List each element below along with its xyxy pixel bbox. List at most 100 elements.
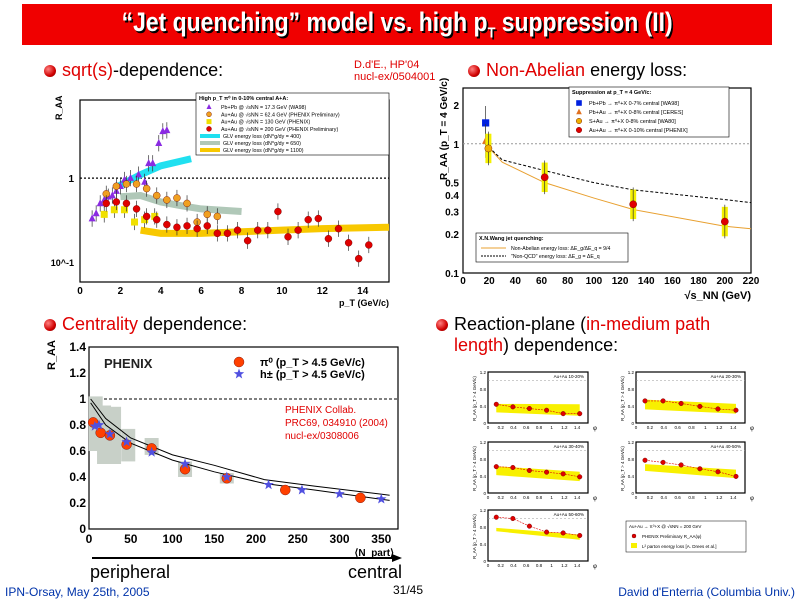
- y-tick-label: 0: [631, 491, 634, 496]
- data-point: [132, 205, 141, 213]
- y-tick-label: 1: [68, 174, 74, 185]
- legend-label: GLV energy loss (dN^g/dy = 650): [223, 141, 301, 147]
- bullet-centrality: Centrality dependence:: [44, 314, 247, 335]
- data-point: [577, 474, 583, 480]
- data-point: [263, 479, 274, 490]
- legend-label: h± (p_T > 4.5 GeV/c): [260, 369, 365, 381]
- data-point: [629, 200, 637, 209]
- data-point: [183, 222, 191, 230]
- y-tick-label: 0: [483, 421, 486, 426]
- y-tick-label: 0.8: [480, 457, 487, 462]
- theory-band: [120, 192, 242, 216]
- y-tick-label: 0.3: [445, 207, 459, 218]
- data-point: [193, 224, 201, 233]
- slide-title: “Jet quenching” model vs. high pT suppre…: [121, 7, 673, 42]
- x-tick-label: 0: [487, 563, 490, 568]
- x-tick-label: 1: [550, 563, 553, 568]
- y-axis-label: R_AA (p_T > 4 GeV/c): [472, 446, 477, 491]
- x-tick-label: 2: [118, 286, 124, 297]
- theory-band: [496, 527, 580, 540]
- data-point: [715, 469, 721, 475]
- x-tick-label: 6: [198, 286, 204, 297]
- data-point: [355, 492, 366, 503]
- legend-title: X.N.Wang jet quenching:: [479, 236, 544, 242]
- theory-band: [645, 464, 736, 479]
- data-point: [213, 229, 222, 238]
- data-point: [526, 467, 532, 473]
- data-point: [243, 236, 252, 245]
- legend-box: [195, 92, 390, 156]
- data-point: [254, 226, 262, 234]
- y-axis-label: R_AA (p_T > 4 GeV/c): [620, 376, 625, 421]
- data-point: [560, 471, 566, 477]
- legend-label: Au+Au @ √sNN = 62.4 GeV (PHENIX Prelimin…: [221, 111, 340, 118]
- legend-marker: [206, 119, 212, 125]
- data-point: [526, 406, 532, 412]
- data-point: [526, 523, 532, 529]
- legend-label: GLV energy loss (dN^g/dy = 400): [223, 134, 301, 140]
- legend-marker: [233, 356, 245, 368]
- y-tick-label: 0.8: [480, 387, 487, 392]
- y-tick-label: 0.2: [69, 496, 86, 510]
- x-tick-label: 1.2: [716, 425, 723, 430]
- x-tick-label: 1.2: [561, 563, 568, 568]
- data-point: [142, 212, 151, 221]
- annotation: nucl-ex/0308006: [285, 431, 359, 442]
- data-point: [233, 226, 242, 234]
- legend-label: Pb+Pb → π⁰+X 0-7% central [WA98]: [589, 100, 679, 107]
- y-axis-label: R_AA: [46, 340, 58, 370]
- data-point: [274, 207, 282, 216]
- annotation: PHENIX Collab.: [285, 405, 356, 416]
- legend-label: S+Au → π⁰+X 0-8% central [WA80]: [589, 118, 676, 125]
- x-tick-label: 1: [550, 495, 553, 500]
- data-point: [560, 530, 566, 536]
- x-tick-label: 150: [204, 532, 224, 546]
- x-tick-label: 12: [317, 286, 329, 297]
- y-tick-label: 0: [631, 421, 634, 426]
- legend-label: π⁰ (p_T > 4.5 GeV/c): [260, 357, 365, 369]
- x-tick-label: 1.2: [561, 425, 568, 430]
- y-tick-label: 2: [453, 101, 459, 112]
- y-tick-label: 0.4: [445, 191, 459, 202]
- theory-band: [645, 399, 736, 414]
- x-tick-label: 0: [635, 425, 638, 430]
- legend-label: Pb+Au → π⁰+X 0-8% central [CERES]: [589, 109, 684, 116]
- data-point: [540, 173, 549, 182]
- y-axis-label: R_AA: [54, 95, 64, 120]
- x-tick-label: 0.2: [498, 563, 505, 568]
- data-point: [92, 209, 100, 217]
- x-tick-label: 1.4: [574, 425, 581, 430]
- y-tick-label: 1: [453, 140, 459, 151]
- y-tick-label: 0.5: [445, 179, 459, 190]
- bullet-reaction-plane: Reaction-plane (in-medium path length) d…: [436, 314, 766, 356]
- data-point: [334, 488, 345, 499]
- x-tick-label: 100: [162, 532, 182, 546]
- x-tick-label: 14: [357, 286, 369, 297]
- x-tick-label: 0.6: [675, 495, 682, 500]
- x-tick-label: 0: [487, 495, 490, 500]
- legend-marker: [576, 100, 582, 106]
- data-point: [112, 198, 121, 206]
- data-point: [121, 436, 132, 447]
- plot-frame: [487, 509, 589, 562]
- panel-label: Au+Au 10-20%: [554, 374, 584, 379]
- data-point: [493, 401, 499, 407]
- data-point: [122, 199, 131, 208]
- x-tick-label: 0.2: [498, 425, 505, 430]
- data-point: [223, 229, 232, 238]
- y-tick-label: 1: [79, 392, 86, 406]
- x-tick-label: 0.6: [675, 425, 682, 430]
- x-axis-label: φ: [750, 496, 754, 502]
- y-tick-label: 0: [79, 522, 86, 536]
- data-point: [153, 215, 161, 224]
- legend-label: "Non-QCD" energy loss: ΔE_g = ΔE_q: [511, 254, 600, 260]
- legend-title: Au+Au → π⁰+X @ √sNN = 200 GeV: [629, 524, 701, 529]
- x-tick-label: 0.8: [536, 495, 543, 500]
- x-tick-label: 1: [550, 425, 553, 430]
- x-tick-label: 8: [239, 286, 245, 297]
- y-tick-label: 0: [483, 491, 486, 496]
- x-tick-label: 0.2: [498, 495, 505, 500]
- x-tick-label: 200: [716, 276, 733, 287]
- legend-marker: [576, 117, 583, 124]
- y-tick-label: 0.4: [628, 404, 635, 409]
